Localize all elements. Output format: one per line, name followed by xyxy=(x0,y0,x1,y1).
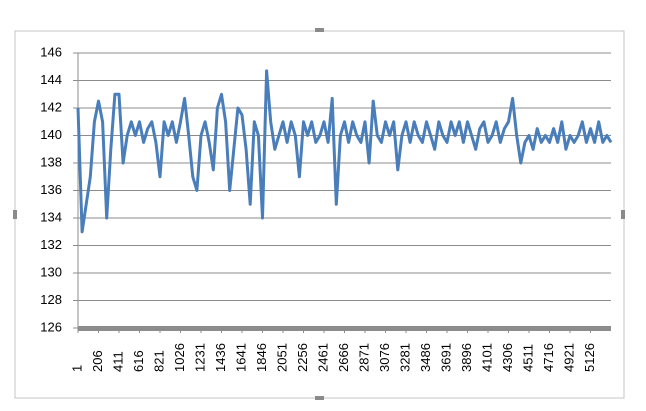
y-tick-label: 144 xyxy=(40,72,62,87)
chart-frame xyxy=(14,30,625,399)
resize-handle[interactable] xyxy=(315,28,324,32)
y-tick-label: 134 xyxy=(40,209,62,224)
x-tick-label: 4306 xyxy=(500,343,515,372)
x-tick-label: 3691 xyxy=(438,343,453,372)
x-tick-label: 3281 xyxy=(397,343,412,372)
x-tick-label: 4101 xyxy=(479,343,494,372)
x-tick-label: 5126 xyxy=(582,343,597,372)
y-tick-label: 146 xyxy=(40,44,62,59)
x-tick-label: 2871 xyxy=(356,343,371,372)
y-tick-label: 126 xyxy=(40,319,62,334)
y-tick-label: 138 xyxy=(40,154,62,169)
x-tick-label: 3076 xyxy=(377,343,392,372)
x-tick-label: 1846 xyxy=(254,343,269,372)
y-tick-label: 142 xyxy=(40,99,62,114)
y-tick-label: 130 xyxy=(40,264,62,279)
x-tick-label: 3486 xyxy=(418,343,433,372)
resize-handle[interactable] xyxy=(13,210,17,219)
x-axis xyxy=(78,326,611,331)
x-tick-label: 4511 xyxy=(520,344,535,372)
x-tick-label: 2256 xyxy=(295,343,310,372)
x-tick-label: 2051 xyxy=(274,343,289,372)
x-tick-label: 4716 xyxy=(541,343,556,372)
x-tick-label: 4921 xyxy=(561,343,576,372)
x-tick-label: 1026 xyxy=(172,343,187,372)
x-tick-label: 821 xyxy=(151,350,166,372)
y-tick-label: 128 xyxy=(40,292,62,307)
y-tick-label: 136 xyxy=(40,182,62,197)
resize-handle[interactable] xyxy=(621,210,625,219)
x-tick-label: 1641 xyxy=(233,343,248,372)
x-tick-label: 2461 xyxy=(315,343,330,372)
x-tick-label: 1231 xyxy=(192,343,207,372)
x-tick-label: 206 xyxy=(90,350,105,372)
x-tick-label: 1436 xyxy=(213,343,228,372)
x-tick-label: 3896 xyxy=(459,343,474,372)
x-tick-label: 411 xyxy=(110,351,125,372)
data-line xyxy=(76,69,613,234)
x-tick-label: 1 xyxy=(69,365,84,372)
x-tick-label: 616 xyxy=(131,350,146,372)
y-tick-label: 140 xyxy=(40,127,62,142)
resize-handle[interactable] xyxy=(315,396,324,400)
y-tick-label: 132 xyxy=(40,237,62,252)
x-tick-label: 2666 xyxy=(336,343,351,372)
